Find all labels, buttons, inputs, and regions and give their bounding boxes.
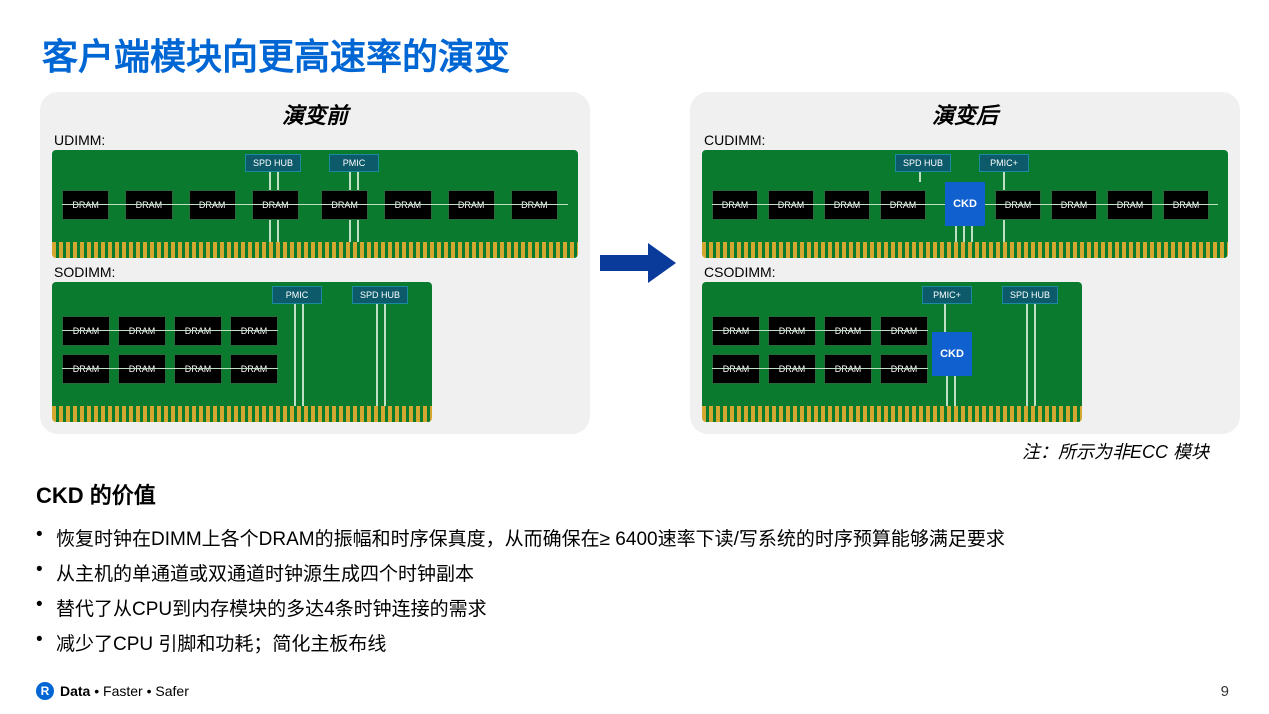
bullet-item: 恢复时钟在DIMM上各个DRAM的振幅和时序保真度，从而确保在≥ 6400速率下… [56,520,1269,555]
csodimm-label: CSODIMM: [704,264,1228,280]
cudimm-module: SPD HUB PMIC+ CKD DRAM DRAM DRAM DRAM DRAM DRAM D… [702,150,1228,258]
topchip-pmic: PMIC [329,154,379,172]
chip-dram: DRAM [712,316,760,346]
bullet-list: 恢复时钟在DIMM上各个DRAM的振幅和时序保真度，从而确保在≥ 6400速率下… [0,516,1269,660]
bullet-item: 从主机的单通道或双通道时钟源生成四个时钟副本 [56,555,1269,590]
ckd-ckd: CKD [945,182,985,226]
page-number: 9 [1221,683,1229,700]
topchip-spd-hub: SPD HUB [895,154,951,172]
chip-dram: DRAM [712,190,758,220]
chip-dram: DRAM [880,316,928,346]
section-heading: CKD 的价值 [0,464,1269,516]
footnote: 注：所示为非ECC 模块 [0,434,1269,464]
chip-dram: DRAM [448,190,495,220]
bullet-item: 替代了从CPU到内存模块的多达4条时钟连接的需求 [56,590,1269,625]
evolution-arrow-icon [600,243,680,283]
topchip-spd-hub: SPD HUB [245,154,301,172]
chip-dram: DRAM [174,316,222,346]
chip-dram: DRAM [384,190,431,220]
before-heading: 演变前 [52,98,578,130]
footer: R Data • Faster • Safer [36,682,189,700]
chip-dram: DRAM [824,316,872,346]
after-heading: 演变后 [702,98,1228,130]
slide-title: 客户端模块向更高速率的演变 [0,0,1269,80]
diagram-row: 演变前 UDIMM: SPD HUB PMIC DRAM DRAM DRAM DRAM DR… [0,80,1269,434]
chip-dram: DRAM [768,316,816,346]
logo-icon: R [36,682,54,700]
before-panel: 演变前 UDIMM: SPD HUB PMIC DRAM DRAM DRAM DRAM DR… [40,92,590,434]
chip-dram: DRAM [118,354,166,384]
chip-dram: DRAM [1163,190,1209,220]
ckd-ckd: CKD [932,332,972,376]
chip-dram: DRAM [511,190,558,220]
after-panel: 演变后 CUDIMM: SPD HUBPMIC+CKDDRAMDRAMDRAMD… [690,92,1240,434]
topchip-pmic+: PMIC+ [979,154,1029,172]
udimm-label: UDIMM: [54,132,578,148]
chip-dram: DRAM [1051,190,1097,220]
chip-dram: DRAM [995,190,1041,220]
csodimm-module: PMIC+SPD HUBCKDDRAMDRAMDRAMDRAMDRAMDRAMD… [702,282,1082,422]
bullet-item: 减少了CPU 引脚和功耗；简化主板布线 [56,625,1269,660]
chip-dram: DRAM [768,190,814,220]
chip-dram: DRAM [174,354,222,384]
udimm-module: SPD HUB PMIC DRAM DRAM DRAM DRAM DRAM DRAM DRAM D… [52,150,578,258]
sodimm-module: PMIC SPD HUB DRAM DRAM DRAM DRAM DRAM DRAM DRAM D… [52,282,432,422]
topchip-spd-hub: SPD HUB [352,286,408,304]
chip-dram: DRAM [62,354,110,384]
chip-dram: DRAM [880,190,926,220]
chip-dram: DRAM [125,190,172,220]
sodimm-label: SODIMM: [54,264,578,280]
cudimm-label: CUDIMM: [704,132,1228,148]
chip-dram: DRAM [768,354,816,384]
chip-dram: DRAM [62,316,110,346]
chip-dram: DRAM [230,354,278,384]
chip-dram: DRAM [880,354,928,384]
chip-dram: DRAM [252,190,299,220]
chip-dram: DRAM [712,354,760,384]
chip-dram: DRAM [824,354,872,384]
topchip-pmic+: PMIC+ [922,286,972,304]
chip-dram: DRAM [824,190,870,220]
chip-dram: DRAM [62,190,109,220]
chip-dram: DRAM [118,316,166,346]
chip-dram: DRAM [321,190,368,220]
chip-dram: DRAM [1107,190,1153,220]
tagline: Data • Faster • Safer [60,683,189,699]
chip-dram: DRAM [230,316,278,346]
chip-dram: DRAM [189,190,236,220]
topchip-spd-hub: SPD HUB [1002,286,1058,304]
topchip-pmic: PMIC [272,286,322,304]
